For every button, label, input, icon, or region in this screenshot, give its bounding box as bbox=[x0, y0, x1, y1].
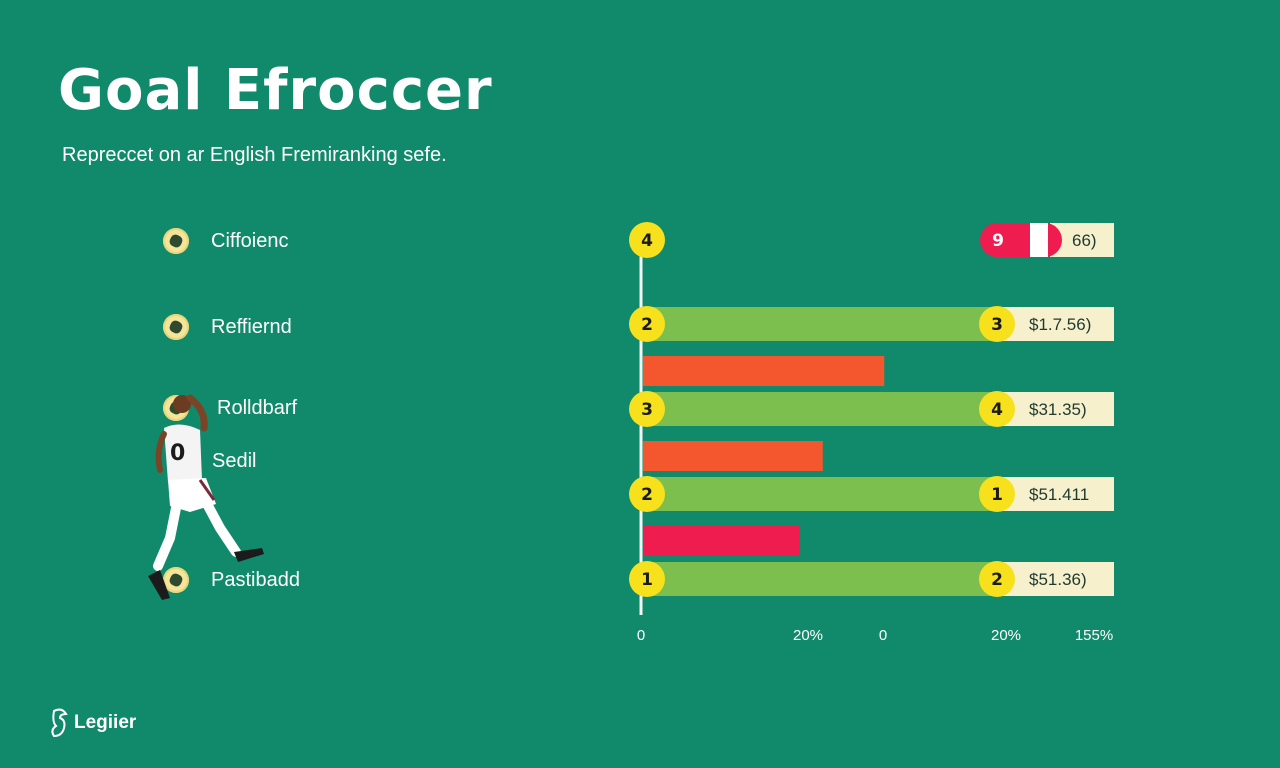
chart-subtitle: Repreccet on ar English Fremiranking sef… bbox=[62, 144, 447, 166]
right-badge bbox=[979, 561, 1015, 597]
bar bbox=[641, 307, 997, 341]
player-jersey bbox=[164, 424, 202, 482]
row-label: Pastibadd bbox=[211, 568, 300, 591]
row-label-group: Ciffoienc bbox=[163, 225, 288, 257]
player-shorts-stripe bbox=[198, 479, 216, 501]
right-badge bbox=[979, 306, 1015, 342]
soccer-ball-icon bbox=[163, 567, 189, 593]
x-tick-label: 20% bbox=[991, 627, 1021, 644]
left-badge-label: 2 bbox=[641, 485, 653, 505]
value-label: 66) bbox=[1072, 231, 1097, 250]
player-head bbox=[173, 395, 191, 413]
player-arm bbox=[155, 431, 167, 473]
row-label-group: Reffiernd bbox=[163, 311, 292, 343]
row-label: Sedil bbox=[212, 449, 257, 472]
bar bbox=[641, 392, 997, 426]
left-badge bbox=[629, 476, 665, 512]
left-badge-label: 2 bbox=[641, 315, 653, 335]
player-illustration: 0 bbox=[148, 394, 264, 600]
row-label: Rolldbarf bbox=[217, 396, 298, 419]
secondary-bar bbox=[643, 356, 885, 386]
row-label: Reffiernd bbox=[211, 315, 292, 338]
value-label: $51.36) bbox=[1029, 570, 1087, 589]
right-badge-label: 9 bbox=[992, 231, 1004, 251]
player-boot bbox=[234, 548, 264, 562]
value-label: $31.35) bbox=[1029, 400, 1087, 419]
secondary-bar bbox=[643, 441, 823, 471]
player-leg bbox=[153, 503, 181, 571]
row-label-group: Pastibadd bbox=[163, 564, 300, 596]
svg-text:0: 0 bbox=[170, 441, 185, 466]
row-label-group: Sedil bbox=[212, 445, 256, 477]
right-badge-label: 2 bbox=[991, 570, 1003, 590]
bar bbox=[641, 562, 997, 596]
x-tick-label: 0 bbox=[879, 627, 887, 644]
right-badge-stripe bbox=[1030, 223, 1048, 257]
row-label: Ciffoienc bbox=[211, 229, 289, 252]
secondary-bar bbox=[643, 526, 800, 556]
left-badge-label: 3 bbox=[641, 400, 653, 420]
player-leg bbox=[201, 497, 241, 557]
lion-crest-icon bbox=[51, 708, 68, 738]
soccer-ball-icon bbox=[163, 228, 189, 254]
x-tick-label: 0 bbox=[637, 627, 645, 644]
left-badge bbox=[629, 306, 665, 342]
left-badge-label: 1 bbox=[641, 570, 653, 590]
left-badge-label: 4 bbox=[641, 231, 653, 251]
value-label: $51.411 bbox=[1029, 485, 1089, 504]
bar bbox=[641, 477, 997, 511]
x-tick-label: 155% bbox=[1075, 627, 1113, 644]
right-badge bbox=[979, 391, 1015, 427]
left-badge bbox=[629, 561, 665, 597]
right-badge-label: 1 bbox=[991, 485, 1003, 505]
league-logo: Legiier bbox=[48, 708, 136, 738]
right-badge-label: 4 bbox=[991, 400, 1003, 420]
right-badge bbox=[979, 476, 1015, 512]
value-label: $1.7.56) bbox=[1029, 315, 1091, 334]
soccer-ball-icon bbox=[163, 314, 189, 340]
left-badge bbox=[629, 222, 665, 258]
player-arm bbox=[186, 394, 208, 432]
x-tick-label: 20% bbox=[793, 627, 823, 644]
player-boot bbox=[148, 570, 170, 600]
right-badge-label: 3 bbox=[991, 315, 1003, 335]
chart-title: Goal Efroccer bbox=[58, 58, 493, 123]
logo-text: Legiier bbox=[74, 712, 137, 733]
left-badge bbox=[629, 391, 665, 427]
